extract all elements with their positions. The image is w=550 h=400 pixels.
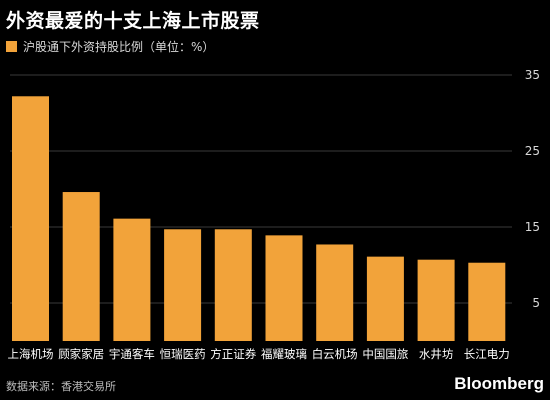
x-tick-label: 上海机场 [8,347,54,361]
x-tick-label: 白云机场 [312,347,358,361]
y-tick-label: 35 [525,68,540,82]
bar [417,259,455,341]
legend-label: 沪股通下外资持股比例（单位：%） [23,40,215,54]
x-tick-label: 恒瑞医药 [160,347,206,361]
x-tick-label: 顾家家居 [58,347,104,361]
bar [265,235,303,341]
x-tick-label: 水井坊 [419,347,454,361]
y-tick-label: 25 [525,144,540,158]
bar [12,96,49,341]
bar [113,218,151,341]
x-tick-label: 长江电力 [464,347,510,361]
x-tick-label: 方正证券 [210,347,256,361]
bloomberg-logo: Bloomberg [454,374,544,393]
source-note: 数据来源：香港交易所 [6,380,116,393]
chart-title: 外资最爱的十支上海上市股票 [6,10,260,32]
x-tick-label: 福耀玻璃 [261,347,307,361]
bar [366,256,404,341]
legend: 沪股通下外资持股比例（单位：%） [6,38,214,55]
y-tick-label: 5 [532,296,540,310]
bar [164,229,202,341]
bar [316,244,354,341]
legend-swatch [6,41,17,52]
bar [214,229,252,341]
bar [468,262,506,341]
bar [62,192,100,341]
x-tick-label: 中国国旅 [362,347,408,361]
y-tick-label: 15 [525,220,540,234]
x-tick-label: 宇通客车 [109,347,155,361]
